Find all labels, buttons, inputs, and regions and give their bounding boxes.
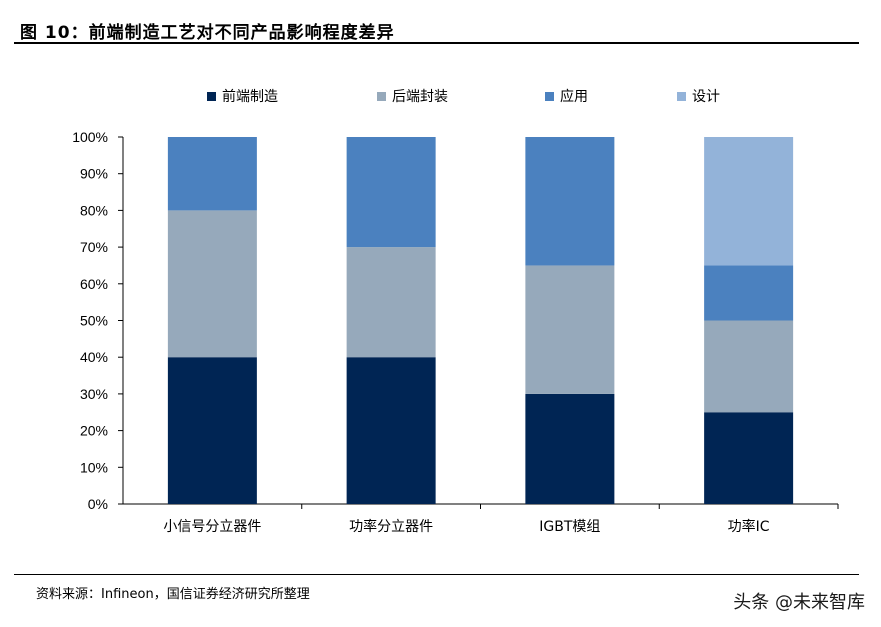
source-note: 资料来源：Infineon，国信证券经济研究所整理 (36, 587, 310, 602)
y-tick-label: 30% (80, 386, 108, 402)
x-category-label: 小信号分立器件 (163, 519, 261, 535)
bar-segment (525, 265, 615, 394)
legend-label: 设计 (692, 89, 720, 105)
bar-segment (704, 265, 794, 321)
x-category-label: 功率分立器件 (349, 518, 433, 535)
legend-swatch (207, 92, 216, 101)
page-title: 图 10：前端制造工艺对不同产品影响程度差异 (20, 23, 395, 43)
legend-label: 前端制造 (222, 88, 278, 105)
legend-swatch (677, 92, 686, 101)
watermark: 头条 @未来智库 (733, 592, 865, 613)
bar-segment (704, 320, 794, 413)
source-divider (14, 574, 859, 575)
bar-segment (167, 357, 257, 504)
y-tick-label: 50% (80, 313, 108, 329)
bar-segment (167, 210, 257, 358)
y-tick-label: 90% (80, 166, 108, 182)
y-tick-label: 40% (80, 349, 108, 365)
x-category-label: 功率IC (728, 518, 770, 535)
legend-swatch (377, 92, 386, 101)
y-tick-label: 20% (80, 423, 108, 439)
legend-label: 应用 (560, 88, 588, 105)
y-tick-label: 0% (88, 496, 108, 512)
y-tick-label: 80% (80, 202, 108, 218)
bar-segment (525, 393, 615, 504)
bar-segment (525, 137, 615, 266)
x-category-label: IGBT模组 (539, 519, 600, 535)
bar-segment (167, 137, 257, 211)
legend-label: 后端封装 (392, 89, 448, 105)
bar-segment (704, 412, 794, 504)
bar-segment (346, 137, 436, 248)
legend-swatch (545, 92, 554, 101)
title-bar: 图 10：前端制造工艺对不同产品影响程度差异 (14, 8, 859, 44)
bar-segment (346, 247, 436, 358)
y-tick-label: 70% (80, 239, 108, 255)
y-tick-label: 100% (72, 129, 108, 145)
bar-segment (704, 137, 794, 266)
y-tick-label: 10% (80, 459, 108, 475)
y-tick-label: 60% (80, 276, 108, 292)
bar-segment (346, 357, 436, 504)
